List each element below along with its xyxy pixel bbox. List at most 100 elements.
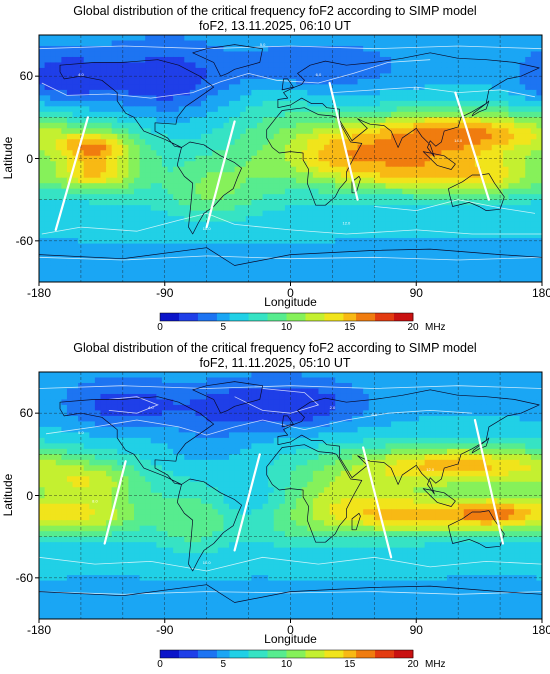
heatmap-cell (497, 155, 504, 162)
heatmap-cell (374, 260, 381, 267)
heatmap-cell (514, 238, 521, 245)
heatmap-cell (301, 45, 308, 53)
heatmap-cell (497, 221, 504, 228)
heatmap-cell (66, 271, 74, 278)
heatmap-cell (491, 128, 498, 135)
heatmap-cell (446, 205, 454, 212)
heatmap-cell (50, 89, 57, 96)
heatmap-cell (329, 232, 336, 239)
heatmap-cell (458, 56, 465, 64)
heatmap-cell (502, 155, 510, 162)
heatmap-cell (245, 166, 252, 173)
heatmap-cell (78, 95, 85, 102)
heatmap-cell (111, 377, 118, 384)
heatmap-cell (514, 410, 521, 417)
heatmap-cell (530, 56, 538, 64)
heatmap-cell (301, 210, 308, 217)
heatmap-cell (89, 139, 96, 146)
heatmap-cell (413, 232, 420, 239)
heatmap-cell (441, 399, 448, 406)
heatmap-cell (329, 117, 336, 124)
heatmap-cell (379, 161, 387, 168)
heatmap-cell (441, 95, 448, 102)
heatmap-cell (379, 89, 387, 96)
heatmap-cell (368, 56, 375, 64)
heatmap-cell (290, 78, 297, 85)
heatmap-cell (379, 221, 387, 228)
heatmap-cell (195, 199, 202, 206)
heatmap-cell (55, 133, 62, 140)
heatmap-cell (419, 128, 426, 135)
heatmap-cell (106, 404, 113, 412)
heatmap-cell (446, 35, 454, 42)
heatmap-cell (446, 150, 454, 157)
heatmap-cell (83, 78, 90, 85)
heatmap-cell (296, 106, 303, 113)
heatmap-cell (340, 89, 347, 96)
heatmap-cell (195, 227, 202, 234)
heatmap-cell (189, 155, 197, 162)
heatmap-cell (368, 377, 375, 384)
heatmap-cell (301, 128, 308, 135)
heatmap-cell (66, 166, 74, 173)
heatmap-cell (156, 249, 163, 256)
heatmap-cell (240, 78, 247, 85)
heatmap-cell (357, 172, 364, 179)
heatmap-cell (441, 56, 448, 64)
heatmap-cell (256, 238, 264, 245)
heatmap-cell (379, 67, 387, 75)
heatmap-cell (44, 111, 51, 118)
heatmap-cell (89, 194, 96, 201)
heatmap-cell (519, 89, 526, 96)
heatmap-cell (128, 210, 135, 217)
heatmap-cell (44, 265, 51, 272)
heatmap-cell (452, 271, 459, 278)
heatmap-cell (83, 372, 90, 379)
heatmap-cell (201, 144, 208, 151)
heatmap-cell (134, 271, 141, 278)
heatmap-cell (273, 172, 280, 179)
heatmap-cell (396, 260, 403, 267)
heatmap-cell (441, 166, 448, 173)
heatmap-cell (296, 35, 303, 42)
heatmap-cell (139, 238, 146, 245)
heatmap-cell (497, 84, 504, 91)
chart-subtitle: foF2, 13.11.2025, 06:10 UT (199, 19, 351, 33)
heatmap-cell (78, 62, 85, 69)
heatmap-cell (312, 382, 320, 390)
heatmap-cell (256, 111, 264, 118)
heatmap-cell (413, 78, 420, 85)
heatmap-cell (111, 238, 118, 245)
heatmap-cell (508, 35, 515, 42)
heatmap-cell (312, 161, 320, 168)
heatmap-cell (474, 221, 482, 228)
heatmap-cell (290, 265, 297, 272)
heatmap-cell (72, 188, 79, 195)
heatmap-cell (100, 35, 107, 42)
heatmap-cell (469, 89, 476, 96)
heatmap-cell (55, 73, 62, 80)
heatmap-cell (83, 232, 90, 239)
heatmap-cell (424, 276, 431, 282)
heatmap-cell (514, 194, 521, 201)
heatmap-cell (424, 265, 431, 272)
heatmap-cell (117, 372, 124, 379)
heatmap-cell (251, 133, 258, 140)
heatmap-cell (195, 40, 202, 47)
heatmap-cell (212, 117, 219, 124)
heatmap-cell (201, 205, 208, 212)
heatmap-cell (296, 410, 303, 417)
heatmap-cell (413, 106, 420, 113)
heatmap-cell (61, 399, 68, 406)
heatmap-cell (223, 205, 230, 212)
heatmap-cell (396, 188, 403, 195)
heatmap-cell (502, 35, 510, 42)
heatmap-cell (497, 117, 504, 124)
heatmap-cell (424, 205, 431, 212)
heatmap-cell (89, 95, 96, 102)
heatmap-cell (396, 227, 403, 234)
heatmap-cell (530, 410, 538, 417)
heatmap-cell (290, 410, 297, 417)
heatmap-cell (413, 89, 420, 96)
heatmap-cell (139, 35, 146, 42)
